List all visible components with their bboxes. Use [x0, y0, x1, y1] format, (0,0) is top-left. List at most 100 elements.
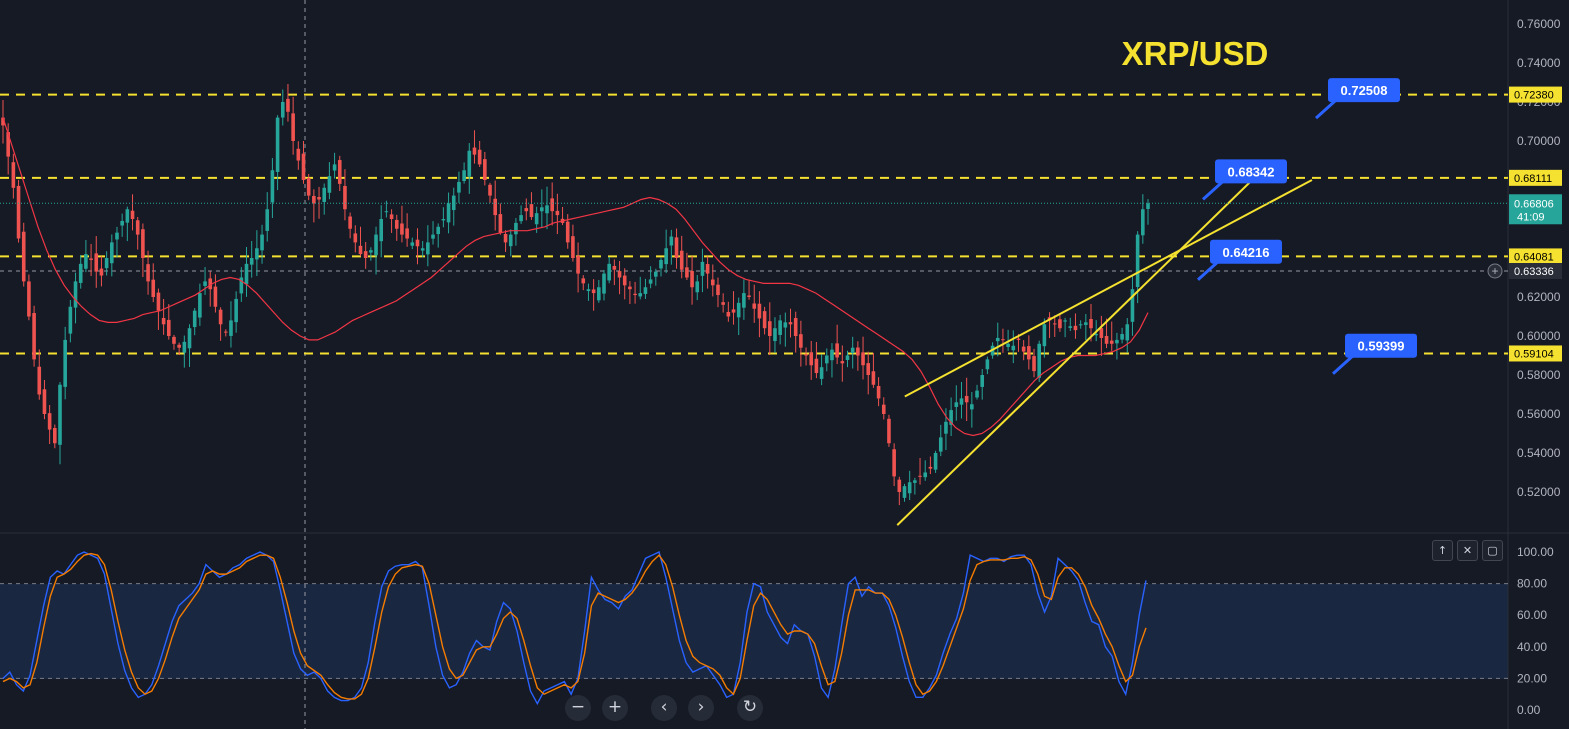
callout-label: 0.68342	[1228, 164, 1275, 179]
candle-body	[286, 98, 290, 112]
candle-body	[1063, 320, 1067, 322]
candle-body	[721, 302, 725, 305]
oscillator-tick-label: 100.00	[1517, 545, 1554, 559]
candle-body	[576, 255, 580, 274]
candle-body	[275, 117, 280, 172]
candle-body	[602, 273, 606, 294]
candle-body	[255, 248, 259, 260]
candle-body	[752, 303, 757, 309]
candle-body	[426, 242, 430, 255]
candle-body	[959, 398, 964, 405]
candle-body	[597, 287, 601, 301]
candle-body	[415, 239, 420, 247]
candle-body	[327, 176, 332, 193]
add-alert-glyph: +	[1491, 264, 1498, 278]
reset-chart-button[interactable]: ↻	[737, 695, 763, 721]
candle-body	[612, 265, 617, 270]
candle-body	[203, 281, 207, 286]
pane-maximize-button[interactable]: ▢	[1482, 540, 1503, 561]
candle-body	[654, 271, 658, 277]
candle-body	[1130, 289, 1135, 322]
zoom-out-button[interactable]: −	[565, 695, 591, 721]
candle-body	[571, 236, 575, 258]
candle-body	[1094, 334, 1098, 336]
candle-body	[503, 234, 508, 243]
candle-body	[674, 237, 679, 258]
candle-body	[902, 486, 907, 498]
candle-body	[493, 198, 497, 216]
candle-body	[218, 309, 223, 325]
candle-body	[73, 281, 78, 308]
candle-body	[1089, 319, 1093, 329]
candle-body	[783, 322, 788, 328]
candle-body	[881, 404, 886, 414]
candle-body	[970, 404, 974, 410]
candle-body	[192, 310, 197, 328]
candle-body	[788, 322, 793, 325]
candle-body	[534, 213, 539, 225]
candle-body	[923, 472, 928, 478]
candle-body	[799, 334, 803, 348]
candle-body	[301, 153, 306, 180]
candle-body	[1125, 324, 1130, 341]
candle-body	[1078, 324, 1083, 326]
current-price-label: 0.66806	[1514, 198, 1554, 210]
candle-body	[514, 222, 518, 235]
oscillator-line-pct-d	[2, 552, 1147, 700]
candle-body	[21, 231, 26, 282]
candle-body	[337, 160, 342, 184]
candle-body	[369, 250, 373, 253]
candle-body	[519, 215, 523, 222]
candle-body	[94, 253, 99, 272]
candle-body	[524, 208, 529, 212]
pane-close-button[interactable]: ✕	[1457, 540, 1478, 561]
candle-body	[607, 263, 611, 281]
candle-body	[1016, 338, 1021, 340]
callout-pointer	[1201, 180, 1225, 201]
pane-move-up-button[interactable]: ↑	[1432, 540, 1453, 561]
callout-label: 0.59399	[1358, 339, 1405, 354]
candle-body	[317, 197, 321, 200]
candle-body	[913, 480, 917, 483]
candle-body	[767, 321, 772, 336]
candle-body	[213, 286, 218, 307]
candle-body	[1115, 339, 1119, 344]
candle-body	[249, 258, 254, 265]
candle-body	[871, 371, 876, 385]
candle-body	[628, 286, 632, 290]
candle-body	[918, 475, 922, 477]
candle-body	[508, 234, 513, 247]
candle-body	[1120, 334, 1124, 340]
current-price-tag	[1509, 194, 1562, 225]
candle-body	[120, 220, 124, 226]
candle-body	[545, 205, 549, 214]
add-alert-icon[interactable]	[1487, 263, 1503, 279]
candle-body	[638, 293, 643, 297]
candle-body	[716, 284, 720, 296]
scroll-left-button[interactable]: ‹	[651, 695, 677, 721]
oscillator-band	[0, 584, 1508, 679]
candle-body	[161, 317, 166, 325]
candle-body	[1068, 326, 1073, 328]
crosshair-price-tag	[1509, 263, 1562, 279]
zoom-in-button[interactable]: +	[602, 695, 628, 721]
candle-body	[6, 132, 10, 157]
candle-body	[151, 279, 156, 297]
candle-body	[78, 263, 83, 283]
candle-body	[410, 242, 415, 246]
candle-body	[280, 102, 285, 118]
candle-body	[1146, 203, 1150, 209]
candle-body	[229, 320, 233, 336]
level-price-label: 0.68111	[1514, 173, 1552, 185]
level-price-tag	[1509, 345, 1562, 362]
candle-body	[115, 232, 119, 240]
candle-body	[664, 248, 668, 265]
candle-body	[400, 223, 404, 235]
candle-body	[850, 347, 855, 354]
scroll-right-button[interactable]: ›	[688, 695, 714, 721]
price-pane: 0.72508 0.68342 0.64216 0.59399	[0, 78, 1508, 526]
candle-body	[648, 279, 653, 284]
candle-body	[182, 341, 187, 353]
candle-body	[306, 178, 311, 196]
